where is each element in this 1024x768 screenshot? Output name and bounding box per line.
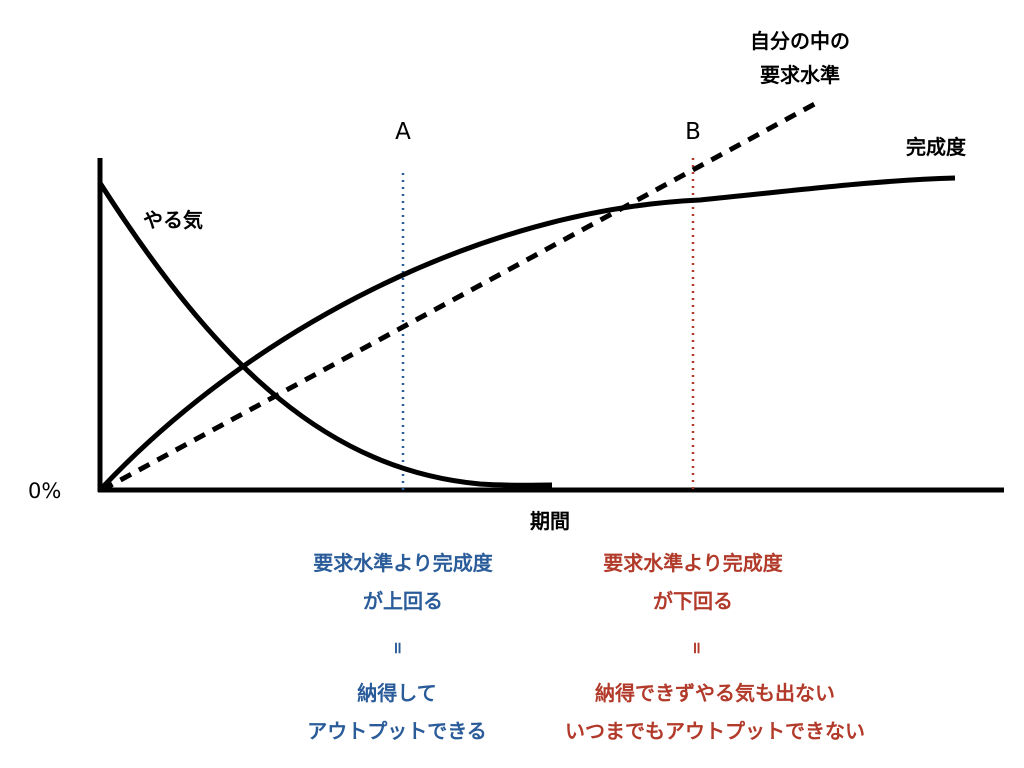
motivation-label: やる気 xyxy=(143,207,203,233)
note-a-line1: 要求水準より完成度 xyxy=(313,550,493,576)
requirement-label-line2: 要求水準 xyxy=(760,62,840,88)
note-b-equals: ॥ xyxy=(691,638,701,659)
requirement-line xyxy=(102,100,822,490)
marker-a-label: A xyxy=(395,118,411,148)
note-a-line2: が上回る xyxy=(363,588,443,614)
requirement-label-line1: 自分の中の xyxy=(750,28,850,54)
origin-label: 0% xyxy=(28,478,61,505)
x-axis-label: 期間 xyxy=(530,508,570,534)
note-a-line3: 納得して xyxy=(357,680,436,706)
note-a-equals: ॥ xyxy=(392,638,402,659)
marker-b-label: B xyxy=(685,118,701,148)
note-b-line1: 要求水準より完成度 xyxy=(603,550,783,576)
note-b-line4: いつまでもアウトプットできない xyxy=(565,718,865,744)
completion-label: 完成度 xyxy=(906,134,966,160)
note-b-line2: が下回る xyxy=(653,588,733,614)
completion-curve xyxy=(100,178,955,490)
note-b-line3: 納得できずやる気も出ない xyxy=(595,680,835,706)
note-a-line4: アウトプットできる xyxy=(307,718,487,744)
